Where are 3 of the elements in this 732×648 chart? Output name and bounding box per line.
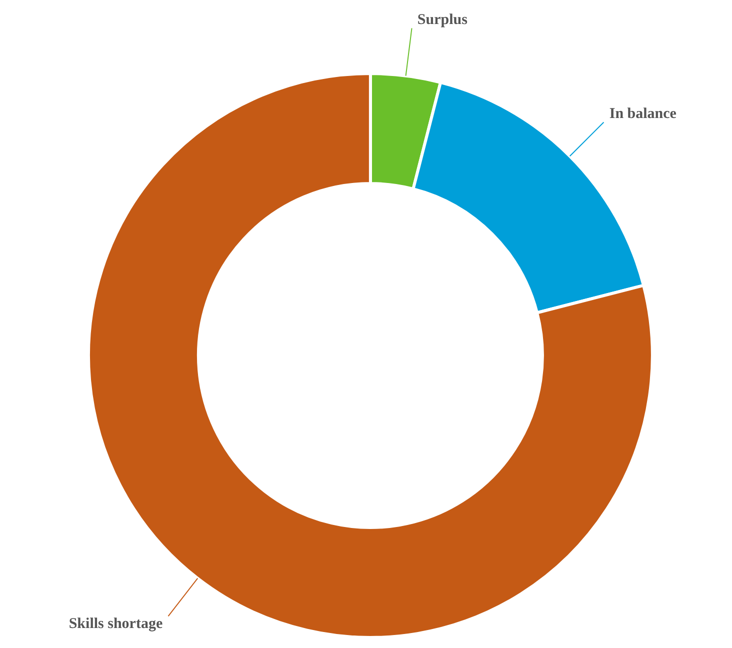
slice-label: Skills shortage	[68, 616, 163, 632]
slice-label: Surplus	[417, 12, 468, 28]
slice-label: In balance	[609, 106, 677, 122]
